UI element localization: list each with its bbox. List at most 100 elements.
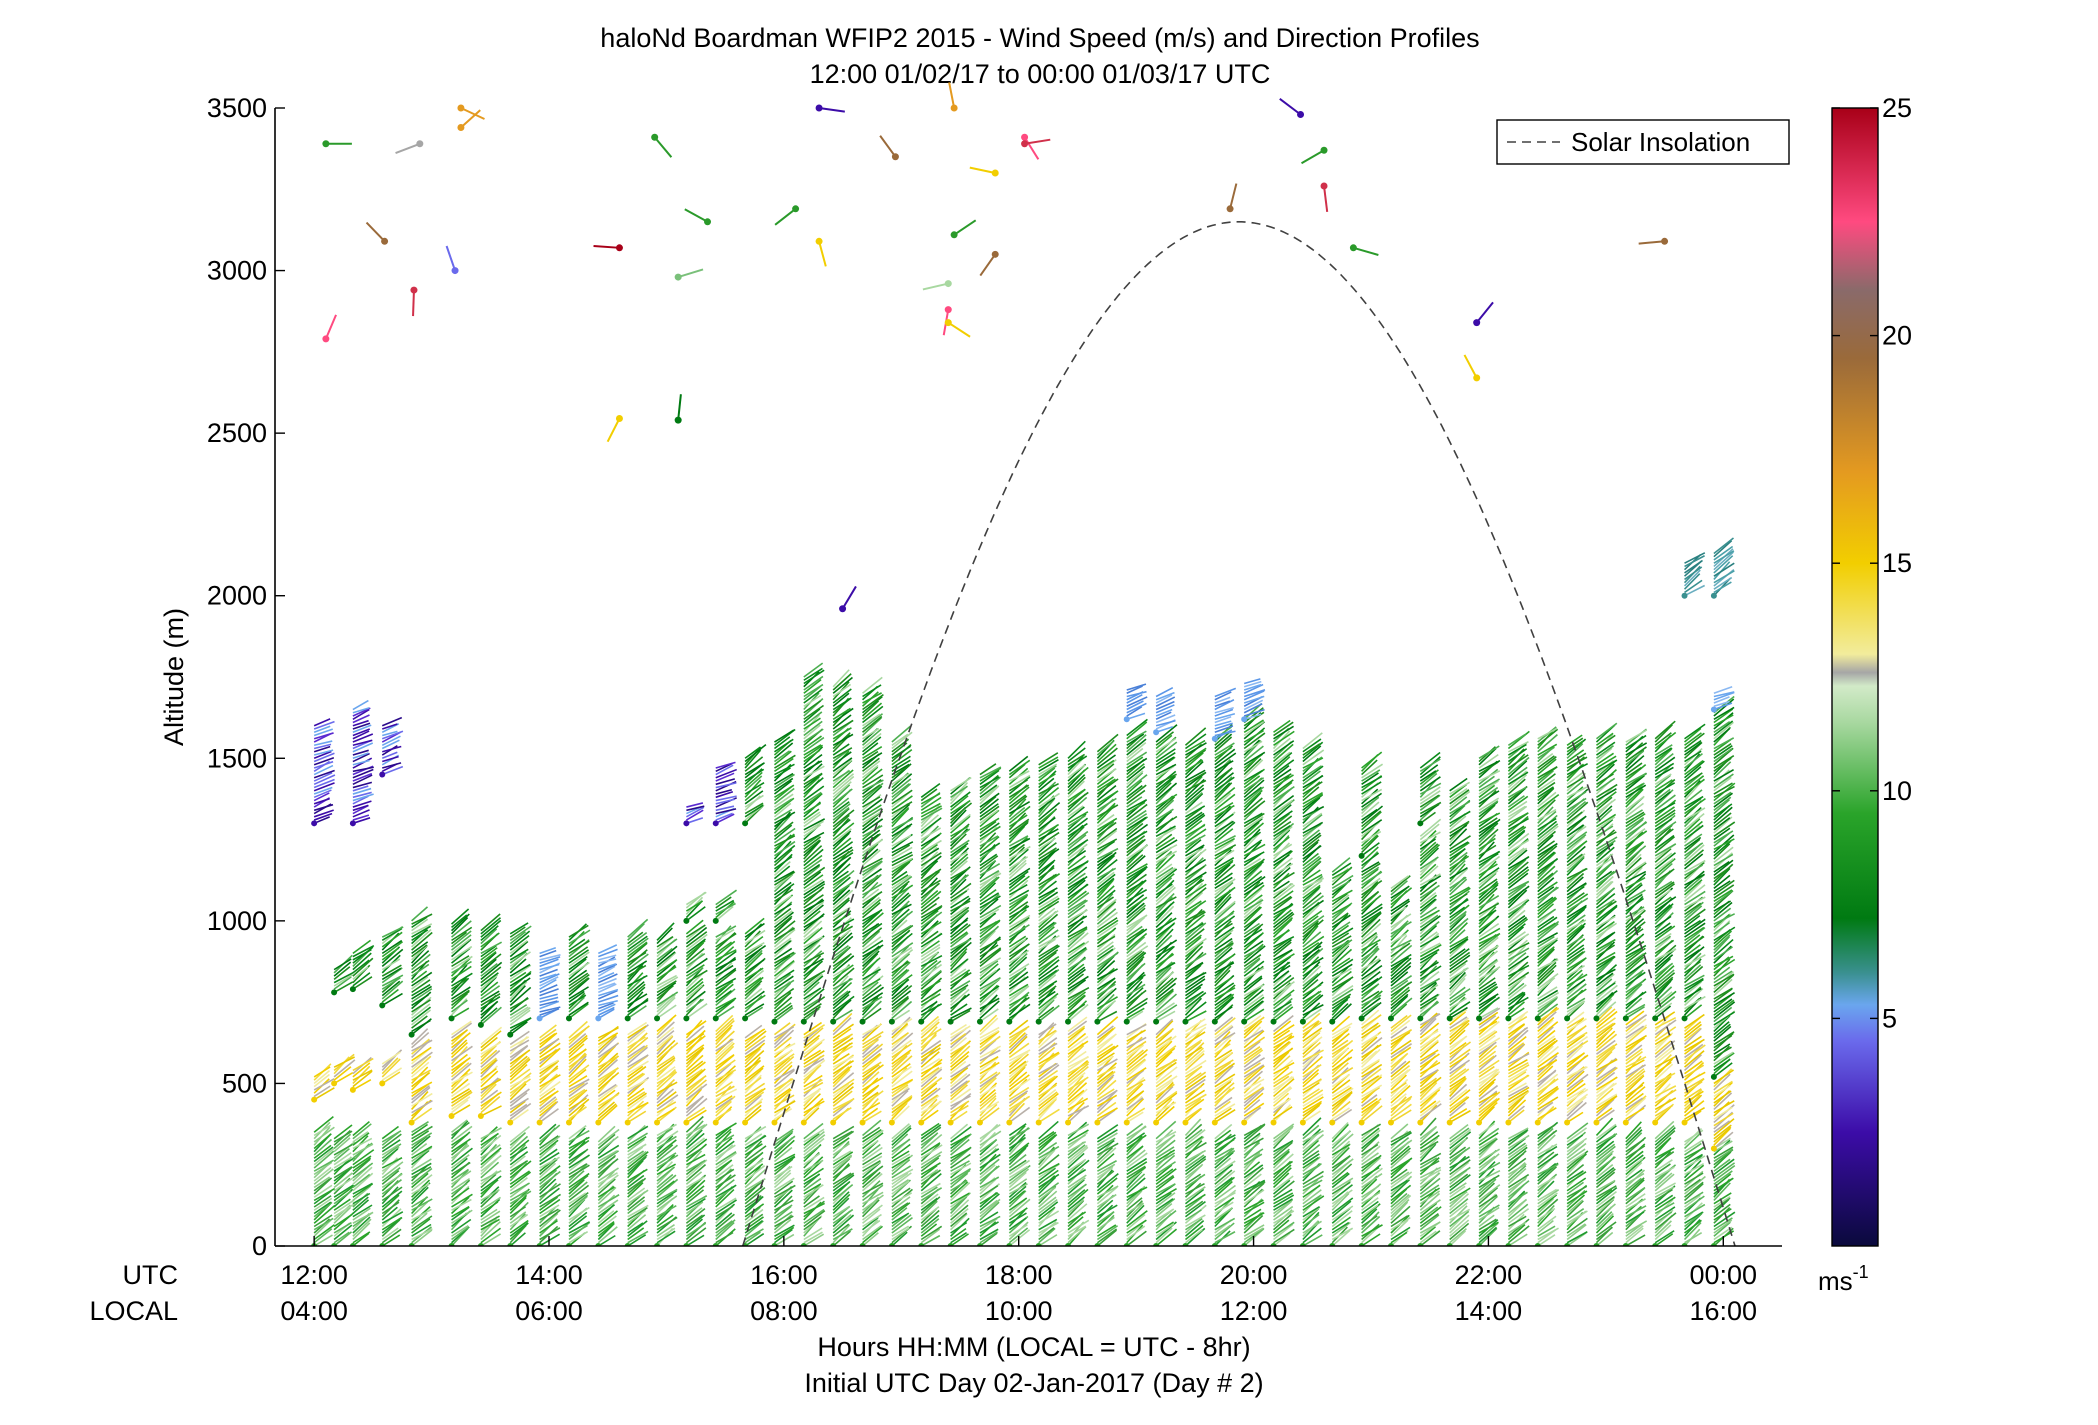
wind-barb [1067, 1179, 1085, 1195]
wind-barb [920, 932, 943, 948]
wind-barb [1067, 1020, 1088, 1036]
barb-base-dot [1211, 1018, 1218, 1025]
wind-barb [539, 963, 560, 971]
wind-barb [803, 808, 820, 821]
wind-barb [1008, 905, 1030, 919]
wind-barb [352, 733, 374, 743]
barb-base-dot [712, 820, 719, 827]
wind-barb [1038, 1149, 1056, 1169]
wind-barb [597, 1089, 616, 1104]
wind-barb [950, 1063, 971, 1078]
wind-barb [539, 1123, 557, 1140]
wind-barb [597, 1155, 616, 1169]
barb-base-dot [712, 1015, 719, 1022]
wind-barb [803, 749, 821, 763]
wind-barb [920, 946, 941, 961]
wind-barb [744, 1187, 766, 1205]
wind-barb [685, 1214, 706, 1231]
wind-barb [832, 1205, 851, 1218]
wind-barb [891, 919, 908, 935]
wind-barb [979, 1232, 998, 1246]
wind-barb [744, 1067, 764, 1085]
wind-barb [352, 719, 369, 727]
wind-barb [979, 908, 1000, 922]
wind-barb [891, 1009, 911, 1023]
barb-base-dot [654, 1119, 661, 1126]
wind-barb [773, 1169, 792, 1185]
wind-barb [656, 1108, 675, 1120]
wind-barb [333, 1143, 353, 1156]
wind-barb [920, 1100, 942, 1114]
wind-barb [480, 1189, 500, 1202]
wind-barb [979, 1201, 1000, 1221]
wind-barb [480, 1057, 497, 1072]
wind-barb [539, 1108, 559, 1124]
wind-barb [451, 1133, 468, 1146]
wind-barb [685, 926, 708, 945]
wind-barb [920, 1168, 939, 1182]
wind-barb [832, 953, 852, 968]
wind-barb [715, 1063, 732, 1078]
wind-barb [774, 969, 795, 984]
wind-barb [313, 1204, 336, 1224]
wind-barb [891, 1156, 911, 1169]
wind-barb [803, 793, 823, 808]
wind-barb [950, 1023, 967, 1036]
wind-barb [715, 795, 737, 802]
wind-barb [979, 1089, 996, 1104]
wind-barb [891, 1032, 909, 1046]
wind-barb [891, 1153, 911, 1166]
wind-barb [313, 1168, 334, 1185]
wind-barb [715, 1017, 735, 1036]
wind-barb [803, 818, 826, 831]
wind-barb [1067, 1078, 1087, 1097]
wind-barb [539, 1135, 561, 1153]
wind-barb [627, 1156, 647, 1176]
wind-barb [1008, 1159, 1027, 1172]
wind-barb [656, 1055, 675, 1068]
wind-barb [1067, 966, 1086, 981]
wind-barb [568, 1082, 585, 1094]
wind-barb [509, 1221, 529, 1237]
wind-barb [313, 1214, 333, 1228]
wind-barb [597, 1008, 615, 1020]
wind-barb [744, 976, 764, 994]
wind-barb [685, 1033, 705, 1046]
wind-barb [1008, 814, 1028, 828]
wind-barb [597, 1083, 617, 1098]
wind-barb [539, 973, 557, 981]
wind-barb [333, 1213, 353, 1228]
wind-barb [862, 944, 884, 958]
wind-barb [773, 1139, 795, 1159]
wind-barb [715, 977, 737, 990]
wind-barb [773, 920, 796, 938]
wind-barb [685, 964, 705, 977]
wind-barb [891, 1095, 913, 1111]
wind-barb [891, 857, 913, 870]
wind-barb [920, 1187, 943, 1202]
wind-barb [685, 809, 704, 821]
wind-barb [979, 767, 1002, 782]
wind-barb [411, 963, 430, 977]
wind-barb [352, 804, 369, 812]
wind-barb [627, 1234, 647, 1246]
wind-barb [1067, 1016, 1088, 1033]
wind-barb [451, 965, 472, 981]
wind-barb [803, 1100, 825, 1114]
wind-barb [568, 1058, 587, 1078]
wind-barb [920, 847, 940, 860]
wind-barb [774, 729, 795, 743]
wind-barb [480, 961, 503, 981]
wind-barb [773, 940, 792, 955]
wind-barb [979, 1035, 1001, 1052]
wind-barb [313, 764, 334, 776]
wind-barb [381, 988, 399, 1003]
wind-barb [891, 1150, 910, 1163]
wind-barb [1008, 914, 1031, 929]
wind-barb [480, 1000, 499, 1016]
wind-barb [744, 1213, 764, 1228]
wind-barb [627, 1150, 647, 1166]
wind-barb [627, 1036, 649, 1055]
wind-barb [352, 728, 371, 737]
wind-barb [891, 1032, 914, 1052]
